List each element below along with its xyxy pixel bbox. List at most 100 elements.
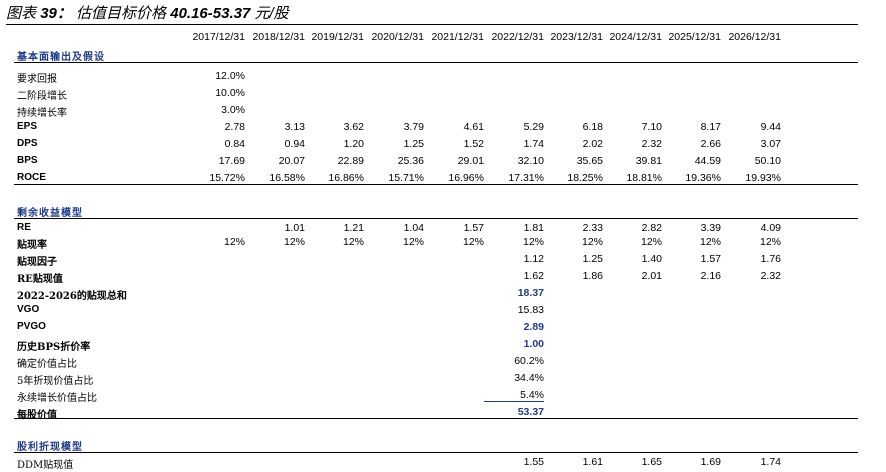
table-cell: 1.62 <box>523 270 544 282</box>
table-cell: 17.31% <box>508 172 544 184</box>
year-header: 2024/12/31 <box>609 31 662 43</box>
year-header: 2023/12/31 <box>550 31 603 43</box>
table-cell: 1.04 <box>403 222 424 234</box>
table-cell: 12% <box>462 236 484 248</box>
table-cell: 12% <box>402 236 424 248</box>
table-cell: 1.20 <box>343 138 364 150</box>
table-cell: 2.66 <box>700 138 721 150</box>
table-cell: 3.13 <box>284 121 305 133</box>
table-cell: 1.74 <box>760 456 781 468</box>
table-cell: 3.79 <box>403 121 424 133</box>
year-header: 2018/12/31 <box>252 31 305 43</box>
table-cell: 2.32 <box>760 270 781 282</box>
section-dividend-divider <box>14 452 858 453</box>
table-cell: 25.36 <box>397 155 424 167</box>
table-cell: 4.09 <box>760 222 781 234</box>
table-cell: 16.96% <box>448 172 484 184</box>
table-cell: 5.29 <box>523 121 544 133</box>
table-cell: 1.00 <box>523 338 544 350</box>
table-cell: 19.36% <box>685 172 721 184</box>
table-cell: 39.81 <box>635 155 662 167</box>
row-label: 持续增长率 <box>17 108 67 119</box>
table-cell: 1.40 <box>641 253 662 265</box>
table-cell: 2.01 <box>641 270 662 282</box>
table-cell: 1.74 <box>523 138 544 150</box>
row-label: PVGO <box>17 321 46 332</box>
year-header: 2021/12/31 <box>431 31 484 43</box>
table-cell: 20.07 <box>278 155 305 167</box>
section-residual-divider <box>14 218 858 219</box>
table-cell: 32.10 <box>517 155 544 167</box>
year-header: 2017/12/31 <box>192 31 245 43</box>
year-header: 2026/12/31 <box>728 31 781 43</box>
table-cell: 0.84 <box>224 138 245 150</box>
table-cell: 12% <box>522 236 544 248</box>
table-cell: 12% <box>640 236 662 248</box>
table-cell: 4.61 <box>463 121 484 133</box>
value-underline <box>484 401 544 402</box>
row-label: VGO <box>17 304 40 315</box>
table-cell: 2.89 <box>523 321 544 333</box>
table-cell: 12% <box>699 236 721 248</box>
table-cell: 16.86% <box>328 172 364 184</box>
table-cell: 10.0% <box>215 87 245 99</box>
table-cell: 2.33 <box>582 222 603 234</box>
table-cell: 12% <box>759 236 781 248</box>
row-label: DDM贴现值 <box>17 460 74 471</box>
row-label: 历史BPS折价率 <box>17 342 91 353</box>
table-cell: 44.59 <box>694 155 721 167</box>
table-cell: 15.72% <box>209 172 245 184</box>
year-header: 2025/12/31 <box>668 31 721 43</box>
table-cell: 18.81% <box>626 172 662 184</box>
table-cell: 1.57 <box>463 222 484 234</box>
row-label: 确定价值占比 <box>17 359 77 370</box>
row-label: ROCE <box>17 172 46 183</box>
table-cell: 2.78 <box>224 121 245 133</box>
table-cell: 1.55 <box>523 456 544 468</box>
table-cell: 1.25 <box>403 138 424 150</box>
row-label: 贴现率 <box>17 240 47 251</box>
table-cell: 18.25% <box>567 172 603 184</box>
row-label: 每股价值 <box>17 410 57 421</box>
table-cell: 12.0% <box>215 70 245 82</box>
table-cell: 34.4% <box>514 372 544 384</box>
residual-bottom-divider <box>14 418 858 419</box>
table-cell: 12% <box>342 236 364 248</box>
section-dividend-header: 股利折现模型 <box>17 442 83 453</box>
table-cell: 1.65 <box>641 456 662 468</box>
row-label: 5年折现价值占比 <box>17 376 94 387</box>
row-label: 2022-2026的贴现总和 <box>17 291 127 302</box>
table-cell: 35.65 <box>576 155 603 167</box>
table-cell: 1.12 <box>523 253 544 265</box>
row-label: RE <box>17 222 31 233</box>
row-label: EPS <box>17 121 38 132</box>
row-label: DPS <box>17 138 38 149</box>
row-label: 永续增长价值占比 <box>17 393 97 404</box>
table-cell: 6.18 <box>582 121 603 133</box>
title-divider <box>6 24 858 25</box>
table-cell: 3.39 <box>700 222 721 234</box>
row-label: 要求回报 <box>17 74 57 85</box>
table-cell: 3.0% <box>221 104 245 116</box>
table-cell: 1.52 <box>463 138 484 150</box>
table-cell: 53.37 <box>517 406 544 418</box>
table-cell: 22.89 <box>337 155 364 167</box>
table-cell: 7.10 <box>641 121 662 133</box>
table-cell: 29.01 <box>457 155 484 167</box>
title-prefix: 图表 <box>6 5 37 22</box>
table-cell: 5.4% <box>520 389 544 401</box>
table-cell: 60.2% <box>514 355 544 367</box>
section-basic-divider <box>14 62 858 63</box>
table-cell: 8.17 <box>700 121 721 133</box>
basic-bottom-divider <box>14 184 858 185</box>
table-cell: 1.57 <box>700 253 721 265</box>
title-number: 39： <box>40 5 72 22</box>
row-label: 贴现因子 <box>17 257 57 268</box>
section-residual-header: 剩余收益模型 <box>17 208 83 219</box>
table-cell: 9.44 <box>760 121 781 133</box>
year-header: 2019/12/31 <box>311 31 364 43</box>
figure-title: 图表 39： 估值目标价格 40.16-53.37 元/股 <box>6 2 289 23</box>
title-text: 估值目标价格 <box>76 5 167 22</box>
table-cell: 15.83 <box>517 304 544 316</box>
table-cell: 12% <box>223 236 245 248</box>
